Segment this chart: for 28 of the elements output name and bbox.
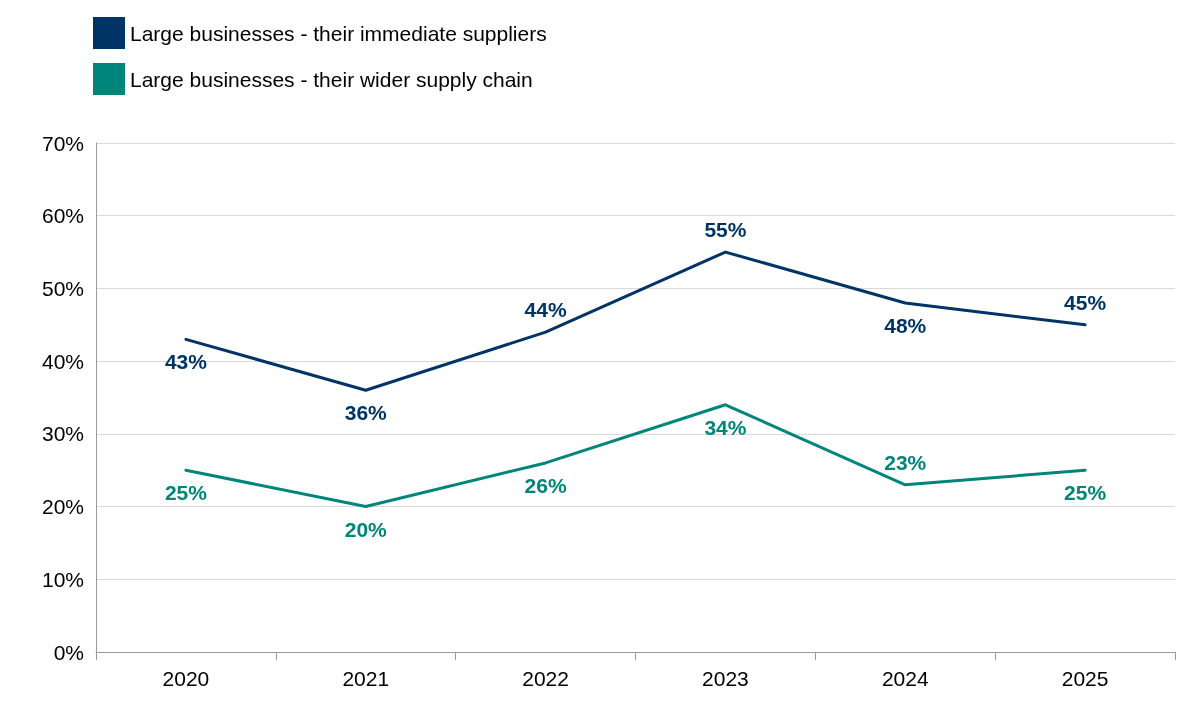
x-tick-label: 2022 xyxy=(522,667,569,690)
x-tick-label: 2025 xyxy=(1061,667,1109,690)
data-label: 36% xyxy=(344,401,388,425)
legend-label: Large businesses - their immediate suppliers xyxy=(130,21,547,45)
x-tick-label: 2021 xyxy=(342,667,390,690)
data-label: 20% xyxy=(344,517,388,541)
y-tick-label: 10% xyxy=(41,567,84,591)
y-tick-label: 30% xyxy=(41,422,84,446)
y-tick-label: 70% xyxy=(41,131,84,155)
y-tick-label: 0% xyxy=(53,640,84,664)
data-label: 26% xyxy=(524,473,567,497)
data-label: 45% xyxy=(1064,290,1107,314)
y-tick-label: 20% xyxy=(41,495,84,519)
y-tick-label: 50% xyxy=(41,276,84,300)
legend-label: Large businesses - their wider supply chain xyxy=(130,67,533,91)
data-label: 34% xyxy=(704,415,747,439)
x-tick-label: 2023 xyxy=(702,667,749,690)
data-label: 55% xyxy=(704,218,747,242)
x-tick-label: 2020 xyxy=(162,667,210,690)
data-label: 25% xyxy=(1064,481,1107,505)
data-label: 43% xyxy=(164,350,208,374)
y-tick-label: 40% xyxy=(41,349,84,373)
data-label: 25% xyxy=(164,481,208,505)
data-label: 23% xyxy=(884,450,927,474)
data-label: 44% xyxy=(524,298,567,322)
data-label: 48% xyxy=(884,313,927,337)
y-tick-label: 60% xyxy=(41,204,84,228)
x-tick-label: 2024 xyxy=(881,667,929,690)
